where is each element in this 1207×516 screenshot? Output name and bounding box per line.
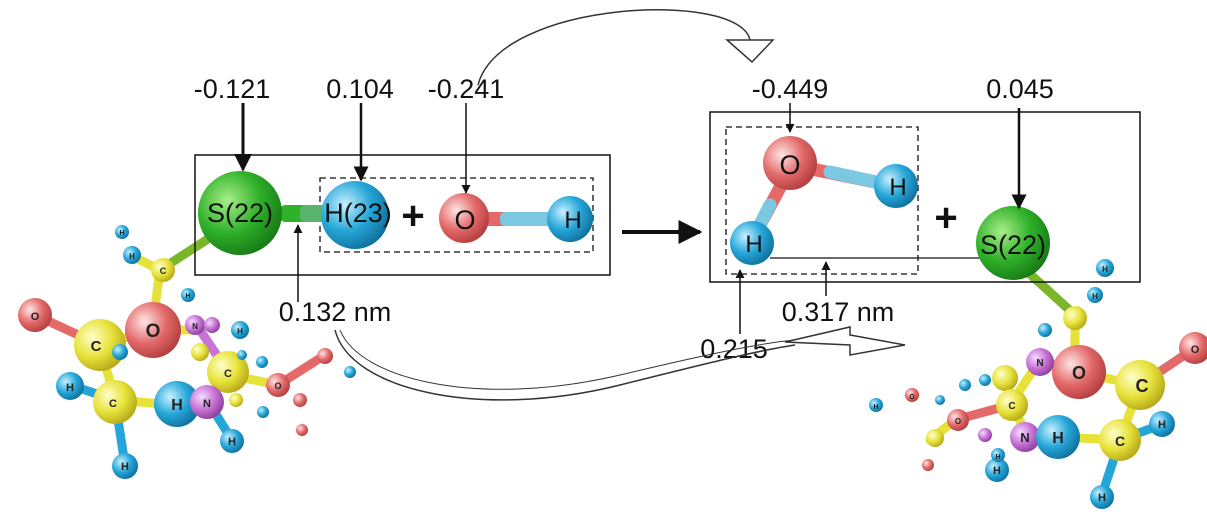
hydrogen-label: H(23) <box>324 198 392 228</box>
atom-label: H <box>1092 292 1098 301</box>
charge-h-reactant: 0.104 <box>326 74 394 104</box>
atom-label: N <box>203 398 211 410</box>
atom-label: O <box>955 417 961 426</box>
atom-label: C <box>160 266 167 276</box>
atom-label: H <box>119 230 124 237</box>
bottom-transfer-arrow <box>334 326 906 401</box>
atom-label: C <box>109 398 117 410</box>
atom-label: H <box>993 465 1001 477</box>
product-sulfur-label: S(22) <box>980 230 1046 260</box>
bond-length-label: 0.132 nm <box>279 297 392 327</box>
left-molecule: O O C H C H H H N C N C O H H H H <box>18 210 356 479</box>
reactant-dashed-box <box>319 177 594 253</box>
atom-label: H <box>1052 430 1064 447</box>
atom-label: N <box>1036 358 1043 369</box>
reactant-box <box>194 154 611 276</box>
atom-label: O <box>909 394 915 401</box>
radical-hydrogen-atom <box>547 196 593 242</box>
atom-label: H <box>121 461 129 473</box>
hs-distance-label: 0.317 nm <box>782 297 895 327</box>
reactant-plus: + <box>401 194 424 238</box>
water-oxygen-atom <box>763 136 817 190</box>
atom-label: O <box>31 311 40 323</box>
atom-label: C <box>1136 376 1149 396</box>
sulfur-atom <box>198 171 282 255</box>
product-sulfur-atom <box>976 206 1050 280</box>
atom-label: H <box>228 436 236 448</box>
charge-o-product: -0.449 <box>752 74 829 104</box>
top-transfer-arrow <box>477 9 775 86</box>
radical-oxygen-label: O <box>454 205 475 235</box>
atom-label: O <box>274 381 281 391</box>
water-hydrogen-lower <box>730 221 774 265</box>
water-hydrogen-upper-label: H <box>889 174 906 201</box>
atom-label: C <box>91 338 102 355</box>
atom-label: O <box>1191 344 1200 356</box>
charge-s-product: 0.045 <box>986 74 1054 104</box>
atom-label: N <box>1020 430 1029 445</box>
atom-label: H <box>1158 419 1166 431</box>
hydrogen-atom <box>321 181 389 249</box>
product-plus: + <box>934 196 957 240</box>
radical-oxygen-atom <box>439 193 489 243</box>
water-oxygen-label: O <box>779 150 800 180</box>
right-molecule: O C O N N H C H H H C H H H H O O <box>869 259 1207 509</box>
charge-o-reactant: -0.241 <box>428 74 505 104</box>
atom-label: H <box>185 293 190 300</box>
product-box <box>709 111 1141 283</box>
product-dashed-box <box>725 126 919 275</box>
sulfur-label: S(22) <box>207 198 273 228</box>
atom-label: C <box>1115 433 1125 449</box>
atom-label: C <box>1008 401 1015 412</box>
atom-label: H <box>237 327 243 336</box>
water-hydrogen-upper <box>874 164 918 208</box>
atom-label: H <box>873 404 878 411</box>
water-hydrogen-lower-label: H <box>745 231 762 258</box>
atom-label: C <box>224 368 232 380</box>
atom-label: H <box>171 397 183 414</box>
atom-label: H <box>1102 265 1108 274</box>
atom-label: O <box>146 321 161 342</box>
atom-label: O <box>1072 363 1086 383</box>
atom-label: H <box>995 454 1000 461</box>
radical-hydrogen-label: H <box>564 207 581 234</box>
atom-label: H <box>1098 492 1106 504</box>
atom-label: H <box>66 382 74 394</box>
charge-h-product: 0.215 <box>700 334 768 364</box>
atom-label: H <box>129 252 135 261</box>
atom-label: N <box>192 322 198 331</box>
charge-s-reactant: -0.121 <box>194 74 271 104</box>
